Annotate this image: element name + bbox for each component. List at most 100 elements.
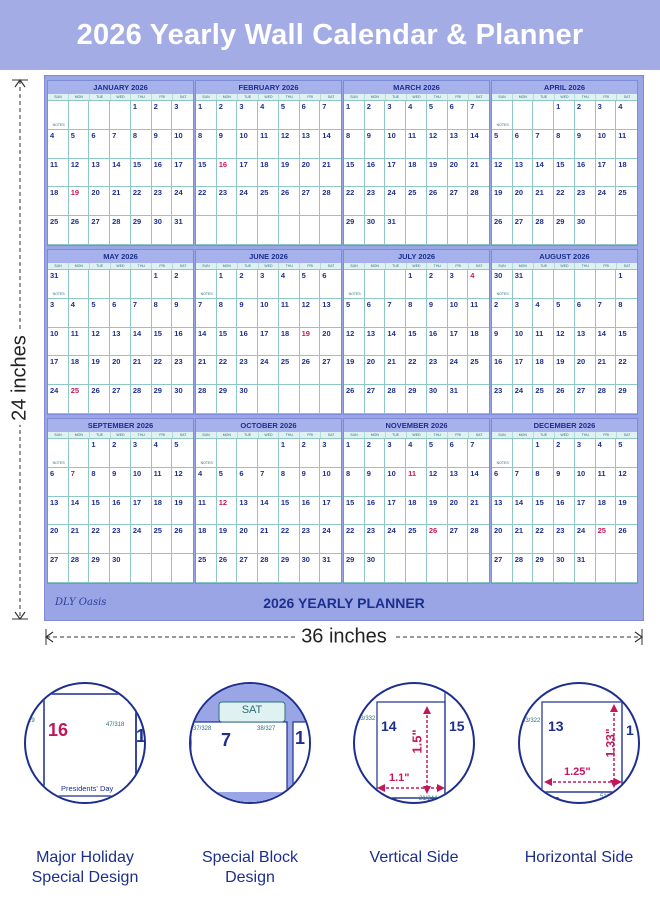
day-cell[interactable]: 8 [216, 298, 238, 328]
day-cell[interactable]: 15 [554, 158, 575, 188]
day-cell[interactable]: 18 [258, 158, 279, 188]
day-cell[interactable]: 5 [426, 439, 448, 468]
day-cell[interactable]: 8 [554, 129, 575, 159]
day-cell[interactable] [216, 439, 238, 468]
day-cell[interactable]: 26 [68, 216, 90, 245]
day-cell[interactable] [385, 270, 407, 299]
day-cell[interactable]: 21 [512, 525, 534, 555]
day-cell[interactable]: 21 [468, 159, 489, 188]
day-cell[interactable]: 29 [216, 385, 238, 414]
day-cell[interactable]: 31 [172, 216, 193, 245]
day-cell[interactable]: 15 [196, 158, 217, 188]
day-cell[interactable]: 14 [258, 496, 279, 526]
day-cell[interactable]: 15 [344, 496, 365, 526]
day-cell[interactable]: 10 [237, 129, 259, 159]
day-cell[interactable]: 4 [468, 270, 489, 299]
day-cell[interactable]: 18 [468, 328, 489, 357]
day-cell[interactable]: 19 [216, 525, 238, 555]
day-cell[interactable]: 29 [406, 385, 427, 414]
day-cell[interactable]: 6 [237, 467, 259, 497]
day-cell[interactable]: 25 [278, 356, 300, 386]
day-cell[interactable]: 3 [574, 439, 596, 468]
day-cell[interactable]: 16 [574, 158, 596, 188]
day-cell[interactable]: 29 [344, 216, 365, 245]
day-cell[interactable]: 9 [299, 467, 321, 497]
day-cell[interactable]: 6 [447, 439, 469, 468]
day-cell[interactable]: 20 [110, 356, 131, 386]
day-cell[interactable]: 17 [385, 158, 407, 188]
day-cell[interactable]: 12 [278, 129, 300, 159]
day-cell[interactable]: 14 [68, 496, 90, 526]
day-cell[interactable] [68, 270, 90, 299]
day-cell[interactable]: 18 [616, 159, 637, 188]
day-cell[interactable]: 27 [492, 554, 513, 583]
day-cell[interactable]: 21 [385, 356, 407, 386]
day-cell[interactable]: 14 [468, 130, 489, 159]
day-cell[interactable] [196, 216, 217, 245]
day-cell[interactable]: 5 [278, 101, 300, 130]
day-cell[interactable] [320, 216, 341, 245]
day-cell[interactable]: 13 [512, 158, 534, 188]
day-cell[interactable]: 19 [426, 496, 448, 526]
day-cell[interactable]: 20 [447, 158, 469, 188]
day-cell[interactable]: 18 [196, 525, 217, 555]
day-cell[interactable]: 2 [492, 298, 513, 328]
day-cell[interactable]: 1 [89, 439, 111, 468]
day-cell[interactable]: 26 [278, 187, 300, 217]
day-cell[interactable]: 13 [492, 496, 513, 526]
day-cell[interactable] [468, 216, 489, 245]
day-cell[interactable]: 17 [595, 158, 617, 188]
day-cell[interactable]: 24 [574, 525, 596, 555]
day-cell[interactable]: 27 [512, 216, 534, 245]
day-cell[interactable]: 2 [364, 439, 386, 468]
day-cell[interactable]: 25 [616, 187, 637, 217]
day-cell[interactable]: 27 [447, 187, 469, 217]
day-cell[interactable]: 7 [68, 467, 90, 497]
day-cell[interactable]: 3 [512, 298, 534, 328]
day-cell[interactable]: 24 [512, 385, 534, 414]
day-cell[interactable]: 11 [406, 129, 427, 159]
day-cell[interactable]: 26 [426, 525, 448, 555]
day-cell[interactable]: 10 [320, 468, 341, 497]
day-cell[interactable]: 30 [554, 554, 575, 583]
day-cell[interactable]: 11 [278, 298, 300, 328]
day-cell[interactable]: 6 [512, 129, 534, 159]
day-cell[interactable]: 11 [616, 130, 637, 159]
day-cell[interactable]: 23 [110, 525, 131, 555]
day-cell[interactable]: 14 [512, 496, 534, 526]
day-cell[interactable]: 19 [299, 327, 321, 357]
day-cell[interactable] [364, 270, 386, 299]
day-cell[interactable]: 7 [512, 467, 534, 497]
day-cell[interactable]: 21 [258, 525, 279, 555]
day-cell[interactable]: 22 [151, 356, 173, 386]
day-cell[interactable]: 13 [110, 327, 131, 357]
day-cell[interactable]: 10 [595, 129, 617, 159]
day-cell[interactable]: 5 [554, 298, 575, 328]
day-cell[interactable]: 8 [406, 298, 427, 328]
day-cell[interactable]: 22 [216, 356, 238, 386]
day-cell[interactable]: 23 [554, 525, 575, 555]
day-cell[interactable]: 3 [172, 101, 193, 130]
day-cell[interactable]: 2 [554, 439, 575, 468]
day-cell[interactable]: 27 [89, 216, 111, 245]
day-cell[interactable]: 9 [110, 467, 131, 497]
day-cell[interactable]: 1 [554, 101, 575, 130]
day-cell[interactable]: 22 [196, 187, 217, 217]
day-cell[interactable] [595, 554, 617, 583]
day-cell[interactable]: 3 [447, 270, 469, 299]
day-cell[interactable]: 10 [130, 467, 152, 497]
day-cell[interactable]: 2 [364, 101, 386, 130]
day-cell[interactable] [237, 216, 259, 245]
day-cell[interactable]: 22 [533, 525, 555, 555]
day-cell[interactable]: 21 [68, 525, 90, 555]
day-cell[interactable]: 13 [574, 327, 596, 357]
day-cell[interactable]: 16 [237, 327, 259, 357]
day-cell[interactable]: 8 [151, 298, 173, 328]
day-cell[interactable]: 24 [130, 525, 152, 555]
day-cell[interactable]: 24 [385, 525, 407, 555]
day-cell[interactable]: 17 [447, 327, 469, 357]
day-cell[interactable]: 10 [172, 130, 193, 159]
day-cell[interactable] [533, 270, 555, 299]
day-cell[interactable]: 28 [512, 554, 534, 583]
day-cell[interactable]: 16 [426, 327, 448, 357]
